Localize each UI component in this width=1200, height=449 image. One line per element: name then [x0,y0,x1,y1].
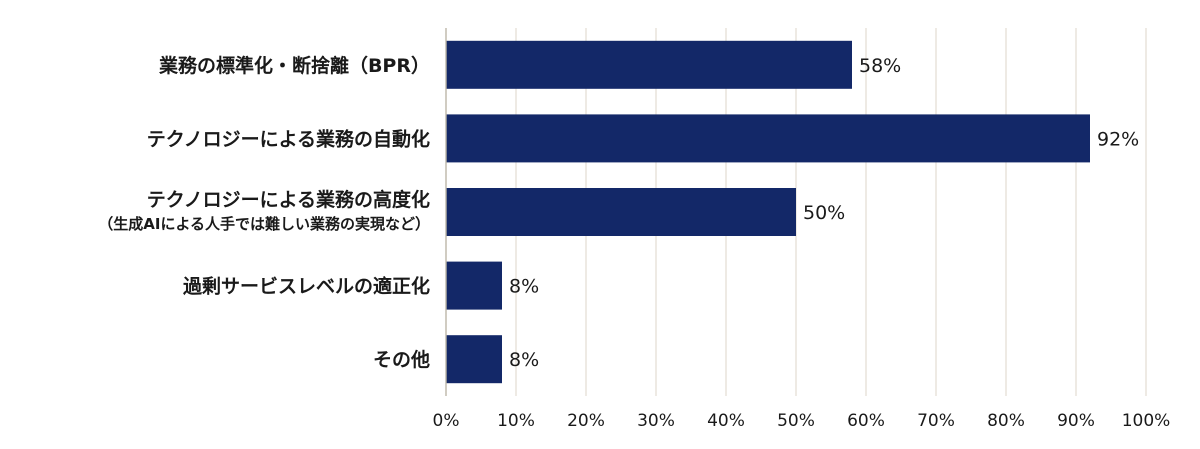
x-tick-label: 90% [1057,411,1095,431]
x-tick-label: 100% [1122,411,1171,431]
value-labels: 58% 92% 50% 8% 8% [509,55,1139,371]
x-tick-label: 60% [847,411,885,431]
category-label: 業務の標準化・断捨離（BPR） [158,54,430,77]
x-tick-label: 20% [567,411,605,431]
bar [446,261,502,310]
x-tick-label: 80% [987,411,1025,431]
category-labels: 業務の標準化・断捨離（BPR） テクノロジーによる業務の自動化テクノロジーによる業… [98,54,430,371]
x-tick-label: 10% [497,411,535,431]
category-label: その他 [373,348,430,371]
bar [446,335,502,384]
data-label: 50% [803,202,845,224]
x-tick-label: 40% [707,411,745,431]
x-tick-labels: 0% 10% 20% 30% 40% 50% 60% 70% 80% 90% 100% [433,411,1171,431]
bar [446,188,796,236]
category-label: 過剰サービスレベルの適正化 [183,275,430,298]
x-tick-label: 0% [433,411,460,431]
data-label: 58% [859,55,901,77]
bar [446,114,1090,163]
x-tick-label: 30% [637,411,675,431]
bar [446,40,852,89]
data-label: 8% [509,349,539,371]
category-label: テクノロジーによる業務の高度化 [147,188,430,211]
x-tick-label: 70% [917,411,955,431]
x-tick-label: 50% [777,411,815,431]
data-label: 92% [1097,128,1139,150]
data-label: 8% [509,276,539,298]
category-sublabel: （生成AIによる人手では難しい業務の実現など） [98,215,430,233]
bars [446,40,1090,384]
category-label: テクノロジーによる業務の自動化 [147,127,430,150]
